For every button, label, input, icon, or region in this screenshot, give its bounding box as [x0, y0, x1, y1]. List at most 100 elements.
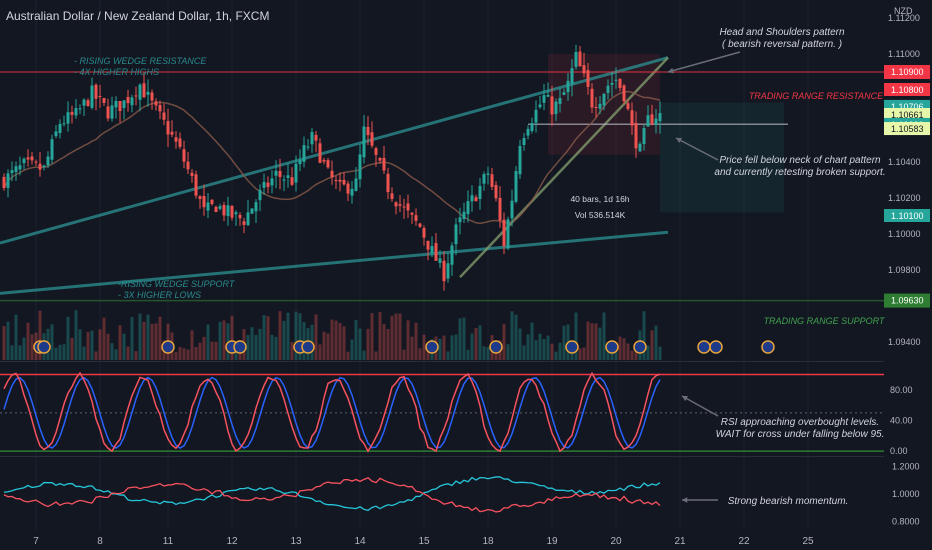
volume-bar	[558, 342, 562, 360]
price-tick: 1.10000	[888, 229, 921, 239]
candle-body	[574, 52, 578, 67]
candle-body	[78, 108, 82, 110]
candle-body	[242, 221, 246, 225]
volume-bar	[118, 325, 122, 360]
candle-body	[298, 160, 302, 165]
volume-bar	[350, 339, 354, 360]
level-tag-text: 1.10900	[891, 67, 924, 77]
candle-body	[186, 161, 190, 170]
volume-bar	[550, 343, 554, 360]
candle-body	[558, 98, 562, 104]
measure-bars-label: 40 bars, 1d 16h	[570, 194, 629, 204]
volume-bar	[482, 346, 486, 360]
price-tick: 1.11200	[888, 13, 920, 23]
candle-body	[266, 182, 270, 187]
candle-body	[410, 212, 414, 215]
candle-body	[566, 80, 570, 93]
candle-body	[526, 128, 530, 136]
volume-bar	[122, 333, 126, 360]
volume-bar	[542, 339, 546, 360]
time-tick: 21	[674, 536, 686, 547]
chart-title: Australian Dollar / New Zealand Dollar, …	[6, 9, 269, 23]
volume-bar	[646, 345, 650, 360]
candle-body	[26, 157, 30, 160]
volume-bar	[318, 344, 322, 360]
candle-body	[174, 137, 178, 142]
volume-bar	[58, 344, 62, 360]
volume-bar	[210, 341, 214, 360]
candle-body	[582, 65, 586, 74]
price-tag	[884, 122, 930, 136]
rsi-note-label: WAIT for cross under falling below 95.	[716, 429, 885, 440]
rsi-pane[interactable]	[0, 371, 884, 453]
volume-bar	[70, 337, 74, 360]
candle-body	[294, 163, 298, 183]
arrow-head-shoulders-head	[668, 67, 674, 74]
candle-body	[634, 123, 638, 149]
momentum-pane[interactable]	[3, 476, 661, 513]
volume-bar	[258, 328, 262, 360]
candle-body	[214, 206, 218, 212]
price-tag-text: 1.10583	[891, 124, 924, 134]
volume-bar	[194, 346, 198, 360]
candle-body	[210, 199, 214, 204]
candle-body	[570, 68, 574, 85]
candle-body	[342, 179, 346, 185]
candle-body	[42, 165, 46, 167]
candle-body	[338, 179, 342, 182]
candle-body	[126, 97, 130, 104]
volume-bar	[254, 334, 258, 360]
time-tick: 20	[610, 536, 622, 547]
volume-bar	[6, 321, 10, 360]
rsi-tick: 0.00	[890, 446, 908, 456]
candle-body	[494, 184, 498, 199]
candle-body	[346, 183, 350, 194]
candle-body	[14, 166, 18, 172]
volume-bar	[594, 323, 598, 360]
flag-icon	[489, 340, 503, 354]
flag-icon	[565, 340, 579, 354]
candle-body	[290, 177, 294, 185]
volume-bar	[362, 350, 366, 360]
volume-bar	[262, 315, 266, 360]
volume-bar	[190, 330, 194, 360]
volume-bar	[10, 345, 14, 360]
candle-body	[170, 131, 174, 135]
volume-bar	[346, 351, 350, 360]
candle-body	[34, 161, 38, 163]
volume-bar	[570, 350, 574, 360]
candle-body	[630, 110, 634, 126]
candle-body	[418, 223, 422, 227]
volume-bar	[150, 323, 154, 360]
volume-bar	[582, 347, 586, 360]
candle-body	[438, 258, 442, 263]
candle-body	[642, 128, 646, 145]
price-axis[interactable]: NZD1.112001.110001.106001.104001.102001.…	[884, 0, 932, 550]
volume-bar	[94, 351, 98, 360]
volume-bar	[270, 334, 274, 360]
volume-bar	[30, 334, 34, 360]
volume-bar	[86, 331, 90, 360]
time-axis[interactable]: 7 8 11 12 13 14 15 18 19 20 21 22 25	[33, 536, 814, 547]
volume-bar	[410, 336, 414, 360]
candle-body	[102, 97, 106, 103]
candle-body	[306, 146, 310, 148]
volume-bar	[530, 322, 534, 360]
volume-bar	[218, 321, 222, 360]
volume-bar	[590, 323, 594, 360]
volume-bar	[442, 335, 446, 360]
volume-bar	[474, 327, 478, 360]
wedge-support-label: -RISING WEDGE SUPPORT	[118, 279, 236, 289]
candle-body	[626, 103, 630, 109]
candle-body	[334, 180, 338, 182]
price-pane[interactable]	[0, 44, 884, 360]
volume-bar	[562, 325, 566, 360]
arrow-neck-break	[675, 137, 719, 161]
arrow-neck-break-head	[676, 137, 682, 143]
volume-bar	[206, 324, 210, 360]
candle-body	[234, 212, 238, 215]
volume-bar	[130, 317, 134, 360]
volume-bar	[494, 350, 498, 360]
candle-body	[434, 243, 438, 261]
